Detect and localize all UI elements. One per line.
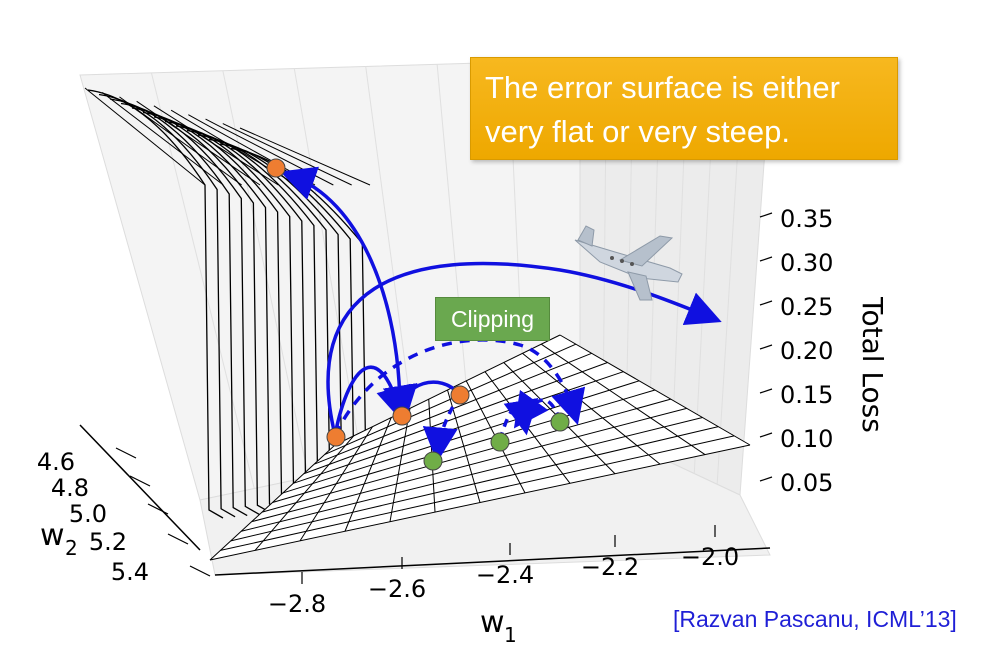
z-tick: [759, 476, 773, 482]
plateau-line: [119, 96, 242, 186]
callout-line-2: very flat or very steep.: [485, 114, 790, 149]
data-points: [266, 158, 570, 471]
orange-point: [266, 158, 286, 178]
y-tick: [167, 533, 189, 545]
z-tick: [759, 212, 773, 218]
grid-line: [436, 64, 472, 443]
wall-profile: [175, 125, 321, 509]
mesh-line: [540, 343, 706, 455]
y-tick-label: 4.8: [51, 474, 89, 502]
x-axis-subscript: 1: [504, 623, 517, 647]
wall-profile: [153, 116, 296, 512]
y-axis-line: [79, 424, 201, 551]
grid-line: [716, 137, 740, 485]
wall-profile: [186, 129, 333, 508]
gradient-step-arrow: [280, 166, 402, 413]
y-tick: [129, 475, 151, 487]
plateau-line: [136, 100, 261, 186]
green-point: [550, 412, 570, 432]
grid-line: [150, 72, 255, 489]
z-tick-label: 0.25: [780, 293, 833, 321]
airplane-icon: [574, 225, 683, 301]
wall-profile: [98, 93, 236, 518]
gradient-step-arrow: [326, 261, 722, 436]
error-surface-callout: The error surface is either very flat or…: [470, 57, 898, 160]
y-tick-label: 4.6: [37, 448, 75, 476]
plateau-line: [84, 87, 206, 186]
flat-mesh-fill: [210, 335, 750, 560]
wall-profile: [142, 111, 284, 513]
green-point: [423, 451, 443, 471]
z-tick-label: 0.10: [780, 425, 833, 453]
grid-line: [293, 68, 364, 466]
x-tick-label: −2.4: [476, 561, 534, 589]
plateau-line: [101, 92, 224, 186]
citation: [Razvan Pascanu, ICML’13]: [673, 606, 957, 632]
wall-profile: [109, 98, 248, 517]
y-tick-label: 5.4: [111, 558, 149, 586]
y-tick-label: 5.0: [69, 500, 107, 528]
y-tick: [115, 447, 137, 459]
orange-point: [326, 427, 346, 447]
z-tick: [759, 432, 773, 438]
x-tick-label: −2.0: [681, 543, 739, 571]
gradient-step-arrow: [382, 380, 462, 421]
grid-line: [222, 70, 310, 478]
z-tick: [759, 388, 773, 394]
x-tick-label: −2.2: [581, 553, 639, 581]
z-axis-label: Total Loss: [856, 296, 889, 433]
x-tick-label: −2.8: [268, 590, 326, 618]
orange-point: [392, 406, 412, 426]
z-tick: [759, 300, 773, 306]
wall-profile: [164, 120, 309, 511]
callout-line-1: The error surface is either: [485, 70, 840, 105]
z-tick: [759, 256, 773, 262]
z-tick-label: 0.35: [780, 205, 833, 233]
mesh-line: [230, 426, 719, 542]
green-point: [490, 432, 510, 452]
y-tick-label: 5.2: [89, 528, 127, 556]
y-axis-label: w: [40, 518, 65, 553]
wall-profile: [120, 102, 260, 515]
z-tick-label: 0.30: [780, 249, 833, 277]
x-axis-line: [214, 547, 771, 576]
mesh-line: [220, 435, 735, 551]
mesh-line: [209, 444, 751, 561]
x-axis-label: w: [480, 605, 505, 640]
plateau-line: [239, 127, 371, 186]
z-tick: [759, 344, 773, 350]
y-tick: [189, 565, 211, 577]
orange-point: [450, 385, 470, 405]
flat-surface-mesh: [209, 334, 751, 561]
z-tick-label: 0.15: [780, 381, 833, 409]
wall-profile: [131, 107, 272, 514]
z-tick-label: 0.05: [780, 469, 833, 497]
plateau-line: [153, 105, 279, 186]
z-tick-label: 0.20: [780, 337, 833, 365]
mesh-line: [559, 334, 751, 446]
clipping-label: Clipping: [435, 297, 550, 341]
y-axis-subscript: 2: [65, 536, 78, 560]
x-tick-label: −2.6: [368, 575, 426, 603]
plateau-line: [222, 123, 352, 186]
axis-ticks: 0.35 0.30 0.25 0.20 0.15 0.10 0.05 Total Loss 4.…: [37, 205, 889, 647]
